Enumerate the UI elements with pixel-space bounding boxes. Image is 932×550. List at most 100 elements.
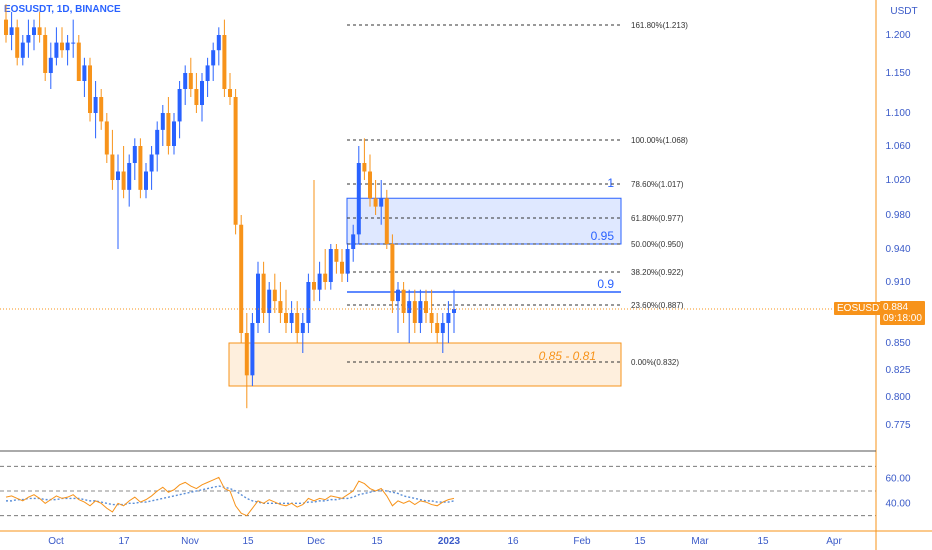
price-axis-unit: USDT [890,6,917,17]
time-axis-tick: 2023 [438,536,461,547]
last-price-value: 0.884 [883,302,909,313]
candle-body [4,19,8,35]
candle-body [166,113,171,146]
candle-body [239,224,244,333]
candle-body [407,301,412,313]
candle-body [424,301,428,313]
time-axis-tick: Feb [573,536,591,547]
candle-body [446,313,451,323]
price-axis-tick: 0.775 [885,420,910,431]
candle-body [261,273,266,313]
price-axis-tick: 0.910 [885,277,910,288]
candle-body [144,171,148,190]
candle-body [440,323,445,333]
symbol-title: EOSUSDT, 1D, BINANCE [4,4,121,15]
candle-body [160,113,165,130]
candle-body [300,323,305,333]
candle-body [328,249,333,282]
time-axis-tick: Dec [307,536,325,547]
candle-body [200,81,204,105]
candle-body [250,323,255,376]
candle-body [340,261,344,274]
candle-body [205,65,210,81]
time-axis-tick: 17 [118,536,130,547]
time-axis-tick: 15 [634,536,646,547]
candle-body [216,35,221,51]
candle-body [351,234,356,249]
candle-body [317,273,322,290]
candle-body [54,42,59,58]
fib-label: 78.60%(1.017) [631,180,684,189]
candle-body [284,313,288,323]
candle-body [71,42,76,44]
price-axis-tick: 1.150 [885,68,910,79]
candle-body [345,249,350,274]
last-price-countdown: 09:18:00 [883,313,922,324]
candle-body [37,27,42,35]
price-axis-tick: 1.060 [885,141,910,152]
price-axis-tick: 1.200 [885,30,910,41]
candle-body [356,163,361,235]
time-axis-tick: 15 [242,536,254,547]
candle-body [323,273,328,282]
candle-body [20,42,25,58]
candle-body [127,163,132,190]
price-axis-tick: 0.800 [885,392,910,403]
time-axis-tick: Oct [48,536,64,547]
candle-body [429,313,434,323]
fib-label: 0.00%(0.832) [631,358,679,367]
candle-body [289,313,294,323]
candle-body [267,289,272,313]
candle-body [379,198,384,207]
candle-body [43,35,48,73]
candle-body [32,27,36,35]
candle-body [401,289,406,313]
fib-label: 23.60%(0.887) [631,301,684,310]
candle-body [256,273,260,323]
candle-body [9,27,14,35]
candle-body [384,198,389,244]
candle-body [233,97,238,225]
candle-body [306,282,311,323]
candle-body [228,89,232,97]
time-axis-tick: 15 [371,536,383,547]
candle-body [418,301,423,323]
candle-body [138,146,143,190]
candle-body [396,289,400,302]
fib-label: 161.80%(1.213) [631,21,688,30]
candle-body [412,301,417,323]
fib-label: 100.00%(1.068) [631,136,688,145]
time-axis-tick: Mar [691,536,709,547]
candle-body [93,97,98,113]
candle-body [435,323,440,333]
candle-body [116,171,120,180]
candle-body [172,121,176,146]
candle-body [183,73,188,89]
time-axis-tick: 15 [757,536,769,547]
rsi-line [5,476,455,517]
candle-body [194,89,199,105]
annotation-095: 0.95 [591,229,615,243]
candle-body [334,249,339,262]
price-axis-tick: 0.980 [885,210,910,221]
orange-zone [228,342,622,387]
candle-body [155,129,160,155]
price-axis-tick: 0.825 [885,365,910,376]
last-price-tag: 0.884 09:18:00 [880,301,925,325]
candle-body [278,301,283,313]
candle-body [15,27,20,58]
candle-body [390,244,395,302]
price-axis-tick: 0.940 [885,244,910,255]
rsi-axis-tick: 40.00 [885,498,910,509]
candle-body [88,65,92,113]
candle-body [132,146,137,163]
candle-body [99,97,104,122]
candle-body [76,42,81,81]
candle-body [104,121,109,155]
candle-body [368,171,372,199]
candle-body [82,65,87,81]
time-axis-tick: 16 [507,536,519,547]
annotation-085-081: 0.85 - 0.81 [539,349,596,363]
candle-body [244,333,249,376]
